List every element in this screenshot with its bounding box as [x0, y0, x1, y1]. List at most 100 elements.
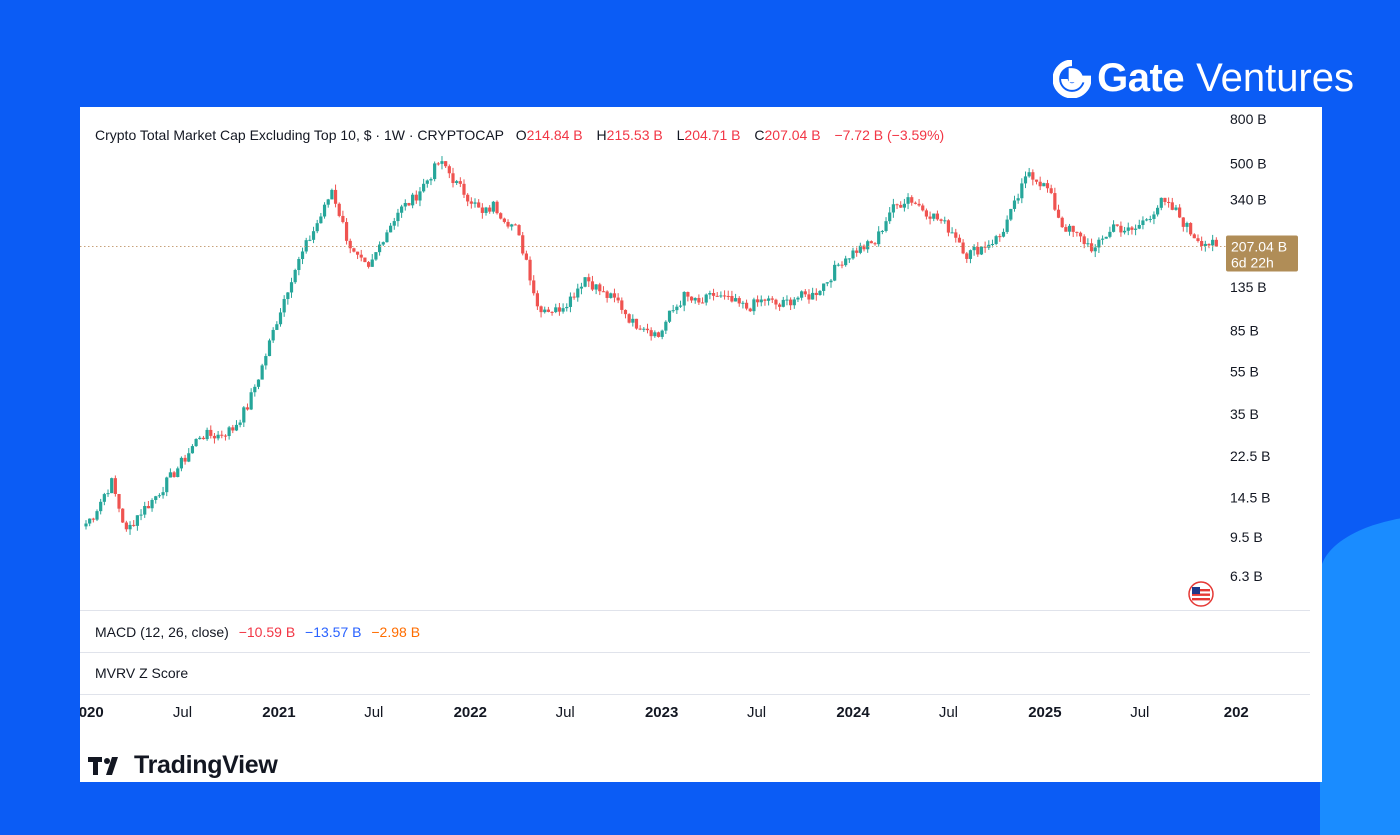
- tradingview-wordmark: TradingView: [134, 751, 278, 779]
- candle-body: [209, 429, 213, 436]
- candle-body: [1031, 172, 1035, 180]
- candle-body: [150, 499, 154, 509]
- candle-body: [370, 259, 374, 267]
- candle-body: [300, 251, 305, 260]
- x-tick-label: 2021: [262, 704, 295, 721]
- candle-body: [682, 292, 686, 306]
- candle-body: [561, 308, 565, 312]
- candle-body: [532, 280, 536, 294]
- candle-body: [631, 318, 635, 323]
- candle-body: [1137, 225, 1141, 229]
- candle-body: [979, 246, 984, 255]
- candle-body: [814, 292, 818, 296]
- candle-body: [524, 253, 528, 260]
- y-tick-label: 22.5 B: [1230, 448, 1270, 464]
- candle-body: [638, 328, 642, 330]
- candle-body: [1130, 227, 1134, 230]
- candle-body: [778, 304, 782, 307]
- candle-body: [836, 264, 840, 266]
- legend-high-key: H: [596, 127, 607, 143]
- candle-body: [366, 262, 371, 267]
- candle-body: [146, 506, 150, 509]
- candle-body: [792, 299, 796, 306]
- candle-body: [730, 295, 734, 302]
- candle-body: [157, 495, 161, 497]
- candle-body: [1093, 247, 1097, 252]
- candle-body: [616, 297, 620, 301]
- candle-body: [422, 183, 426, 192]
- candle-body: [212, 435, 217, 439]
- candle-body: [1104, 236, 1108, 239]
- candle-body: [154, 496, 158, 500]
- candle-body: [227, 427, 231, 437]
- candle-body: [664, 321, 668, 331]
- candle-body: [506, 221, 510, 227]
- candle-body: [168, 472, 173, 478]
- candle-body: [359, 254, 363, 258]
- candle-body: [190, 446, 195, 454]
- candle-body: [855, 250, 859, 253]
- candle-body: [216, 434, 220, 439]
- y-tick-label: 55 B: [1230, 364, 1259, 380]
- candle-body: [767, 298, 771, 301]
- candle-body: [583, 277, 587, 287]
- candle-body: [704, 294, 708, 303]
- candle-body: [752, 299, 756, 312]
- candle-body: [444, 161, 448, 167]
- tradingview-logo-icon: [88, 756, 118, 775]
- candle-body: [572, 296, 576, 298]
- us-flag-icon[interactable]: [1188, 581, 1214, 607]
- legend-open: 214.84 B: [526, 127, 583, 143]
- candle-body: [763, 299, 767, 301]
- macd-value-3: −2.98 B: [371, 624, 421, 640]
- candle-body: [436, 163, 440, 165]
- candle-body: [858, 245, 862, 253]
- candle-body: [543, 309, 547, 313]
- candle-body: [275, 324, 279, 330]
- candle-body: [1012, 200, 1017, 209]
- candle-body: [491, 201, 495, 212]
- candle-body: [102, 494, 106, 502]
- candle-body: [789, 299, 793, 306]
- x-tick-label: 202: [1224, 704, 1249, 721]
- candle-body: [939, 219, 943, 221]
- candle-body: [722, 295, 727, 297]
- candle-body: [392, 221, 396, 226]
- x-tick-label: 2022: [454, 704, 487, 721]
- candle-body: [557, 307, 562, 312]
- candle-body: [304, 240, 308, 252]
- candle-body: [866, 241, 870, 250]
- candle-body: [565, 306, 569, 309]
- candle-body: [414, 194, 418, 201]
- candle-body: [1082, 236, 1086, 245]
- candle-body: [99, 501, 103, 512]
- candle-body: [403, 202, 407, 207]
- candle-body: [330, 189, 334, 200]
- x-tick-label: Jul: [1130, 704, 1149, 721]
- candle-body: [1075, 231, 1079, 233]
- y-tick-label: 14.5 B: [1230, 489, 1270, 505]
- candle-body: [1192, 234, 1196, 239]
- price-badge-value: 207.04 B: [1231, 239, 1287, 255]
- candle-body: [260, 365, 264, 380]
- candle-body: [469, 201, 473, 204]
- candle-body: [1042, 183, 1046, 187]
- candle-body: [194, 439, 198, 447]
- candle-body: [198, 437, 202, 440]
- candle-body: [594, 284, 598, 290]
- candle-body: [818, 290, 822, 296]
- legend-high: 215.53 B: [606, 127, 663, 143]
- y-tick-label: 135 B: [1230, 279, 1267, 295]
- candle-body: [1038, 181, 1042, 187]
- candle-body: [1060, 217, 1064, 228]
- candle-body: [620, 300, 624, 310]
- candle-body: [686, 292, 690, 297]
- candle-body: [623, 309, 628, 315]
- candle-body: [954, 232, 958, 238]
- candle-body: [466, 194, 470, 202]
- candle-body: [1034, 179, 1039, 182]
- candle-body: [770, 298, 774, 300]
- candle-body: [278, 312, 283, 325]
- candle-body: [220, 434, 224, 436]
